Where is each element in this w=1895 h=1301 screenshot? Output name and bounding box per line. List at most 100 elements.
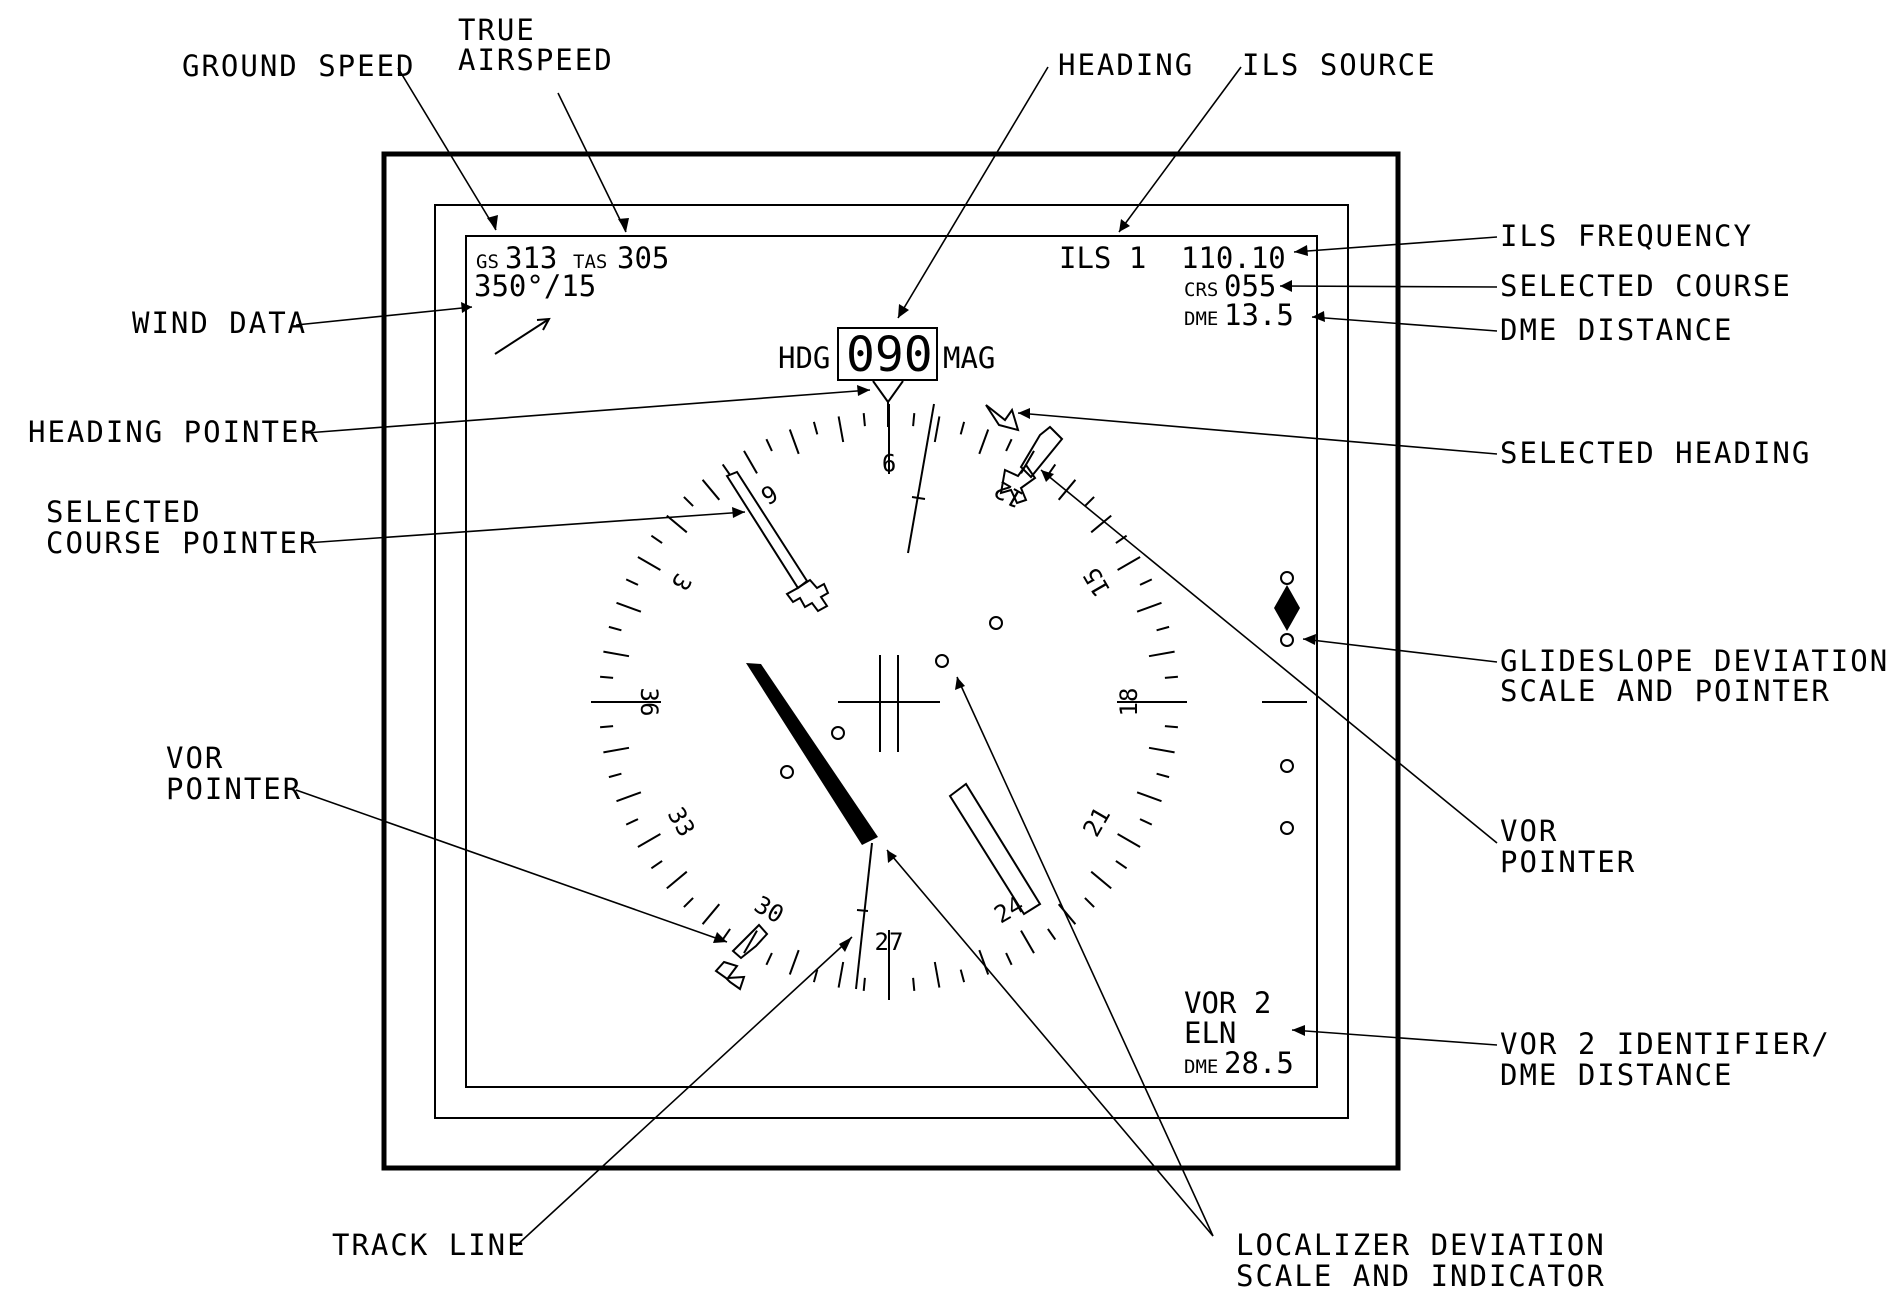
callout-track-line: TRACK LINE (332, 1228, 527, 1262)
outer-bezel (381, 151, 1401, 1171)
mag-label: MAG (943, 341, 995, 375)
vor2-source: VOR 2 (1184, 986, 1271, 1020)
tas-value: 305 (617, 241, 669, 275)
compass-tick (721, 463, 731, 476)
compass-tick (616, 791, 642, 803)
callout-localizer-1: LOCALIZER DEVIATION (1236, 1228, 1606, 1262)
localizer-deviation-scale (780, 616, 1003, 779)
gs-value: 313 (505, 241, 557, 275)
compass-tick (637, 556, 661, 571)
compass-tick (1005, 952, 1013, 966)
compass-tick (1005, 438, 1013, 452)
dme-label: DME (1184, 308, 1218, 330)
compass-tick (978, 429, 990, 455)
compass-ticks (591, 404, 1187, 1000)
selected-heading-bug-icon (985, 404, 1020, 432)
compass-tick (788, 949, 800, 975)
callout-vor2-identifier-2: DME DISTANCE (1500, 1058, 1734, 1092)
compass-label: 33 (662, 802, 701, 841)
callout-heading-pointer: HEADING POINTER (28, 415, 320, 449)
hdg-label: HDG (778, 341, 830, 375)
callout-heading: HEADING (1058, 48, 1194, 82)
compass-label: 36 (635, 688, 663, 717)
compass-tick (683, 897, 694, 908)
compass-label: 15 (1077, 562, 1116, 601)
compass-tick (959, 969, 966, 983)
compass-tick (812, 421, 819, 435)
compass-tick (912, 413, 916, 427)
compass-tick (603, 650, 630, 658)
crs-value: 055 (1224, 269, 1276, 303)
track-line-upper (907, 403, 935, 554)
callout-selected-course: SELECTED COURSE (1500, 269, 1792, 303)
dme-value: 13.5 (1224, 298, 1294, 332)
compass-tick (666, 514, 688, 534)
track-line-upper-tick (911, 496, 926, 500)
compass-label: 3 (665, 569, 696, 596)
callout-leaders (295, 66, 1498, 1247)
compass-tick (1020, 930, 1035, 954)
compass-tick (701, 479, 721, 501)
compass-tick (625, 818, 639, 826)
compass-tick (600, 675, 614, 679)
compass-label: 21 (1077, 802, 1116, 841)
compass-label: 18 (1115, 688, 1143, 717)
callout-ground-speed: GROUND SPEED (182, 49, 416, 83)
callout-vor2-identifier-1: VOR 2 IDENTIFIER/ (1500, 1027, 1831, 1061)
compass-tick (1156, 625, 1170, 632)
compass-tick (625, 578, 639, 586)
vor2-identifier: ELN (1184, 1016, 1236, 1050)
compass-tick (608, 772, 622, 779)
compass-tick (1057, 479, 1077, 501)
compass-tick (1090, 870, 1112, 890)
compass-tick (1115, 860, 1128, 870)
compass-tick (1090, 514, 1112, 534)
wind-data: 350°/15 (474, 269, 596, 303)
compass-tick (862, 413, 866, 427)
compass-tick (1115, 534, 1128, 544)
track-line-tick (856, 909, 869, 912)
compass-tick (603, 746, 630, 754)
callout-selected-heading: SELECTED HEADING (1500, 436, 1811, 470)
glideslope-pointer-icon (1274, 585, 1300, 631)
callout-true-airspeed-2: AIRSPEED (458, 43, 614, 77)
compass-tick (701, 903, 721, 925)
vor-pointer-lower-icon (714, 923, 769, 991)
compass-tick (788, 429, 800, 455)
heading-pointer-icon (872, 380, 904, 404)
compass-tick (1164, 725, 1178, 729)
ils-source: ILS 1 (1059, 241, 1146, 275)
compass-label: 24 (989, 890, 1028, 929)
compass-tick (765, 952, 773, 966)
compass-label: 6 (756, 478, 783, 509)
aircraft-symbol-icon (838, 655, 940, 752)
compass-tick (666, 870, 688, 890)
compass-tick (933, 961, 941, 988)
compass-tick (1084, 897, 1095, 908)
callout-dme-distance: DME DISTANCE (1500, 313, 1734, 347)
callout-selected-course-pointer-2: COURSE POINTER (46, 526, 318, 560)
compass-tick (1139, 818, 1153, 826)
compass-label: 27 (875, 928, 904, 956)
compass-tick (1117, 556, 1141, 571)
compass-tick (1047, 928, 1057, 941)
compass-tick (1156, 772, 1170, 779)
compass-label: 9 (882, 448, 896, 476)
compass-tick (1148, 746, 1175, 754)
compass-tick (978, 949, 990, 975)
course-pointer-tail-icon (948, 782, 1042, 916)
vor2-dme-value: 28.5 (1224, 1046, 1294, 1080)
compass-tick (1139, 578, 1153, 586)
callout-glideslope-2: SCALE AND POINTER (1500, 674, 1831, 708)
compass-tick (1148, 650, 1175, 658)
compass-tick (862, 977, 866, 991)
callout-arrowheads (461, 215, 1325, 1036)
callout-selected-course-pointer-1: SELECTED (46, 495, 202, 529)
glideslope-scale (1262, 571, 1307, 835)
compass-tick (837, 961, 845, 988)
selected-course-pointer-icon (725, 470, 830, 613)
heading-value: 090 (846, 327, 933, 383)
callout-ils-frequency: ILS FREQUENCY (1500, 219, 1753, 253)
compass-tick (683, 496, 694, 507)
